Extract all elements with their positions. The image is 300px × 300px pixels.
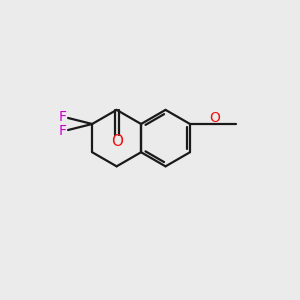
Text: F: F — [58, 124, 66, 138]
Text: O: O — [209, 111, 220, 125]
Text: O: O — [111, 134, 123, 149]
Text: F: F — [58, 110, 66, 124]
